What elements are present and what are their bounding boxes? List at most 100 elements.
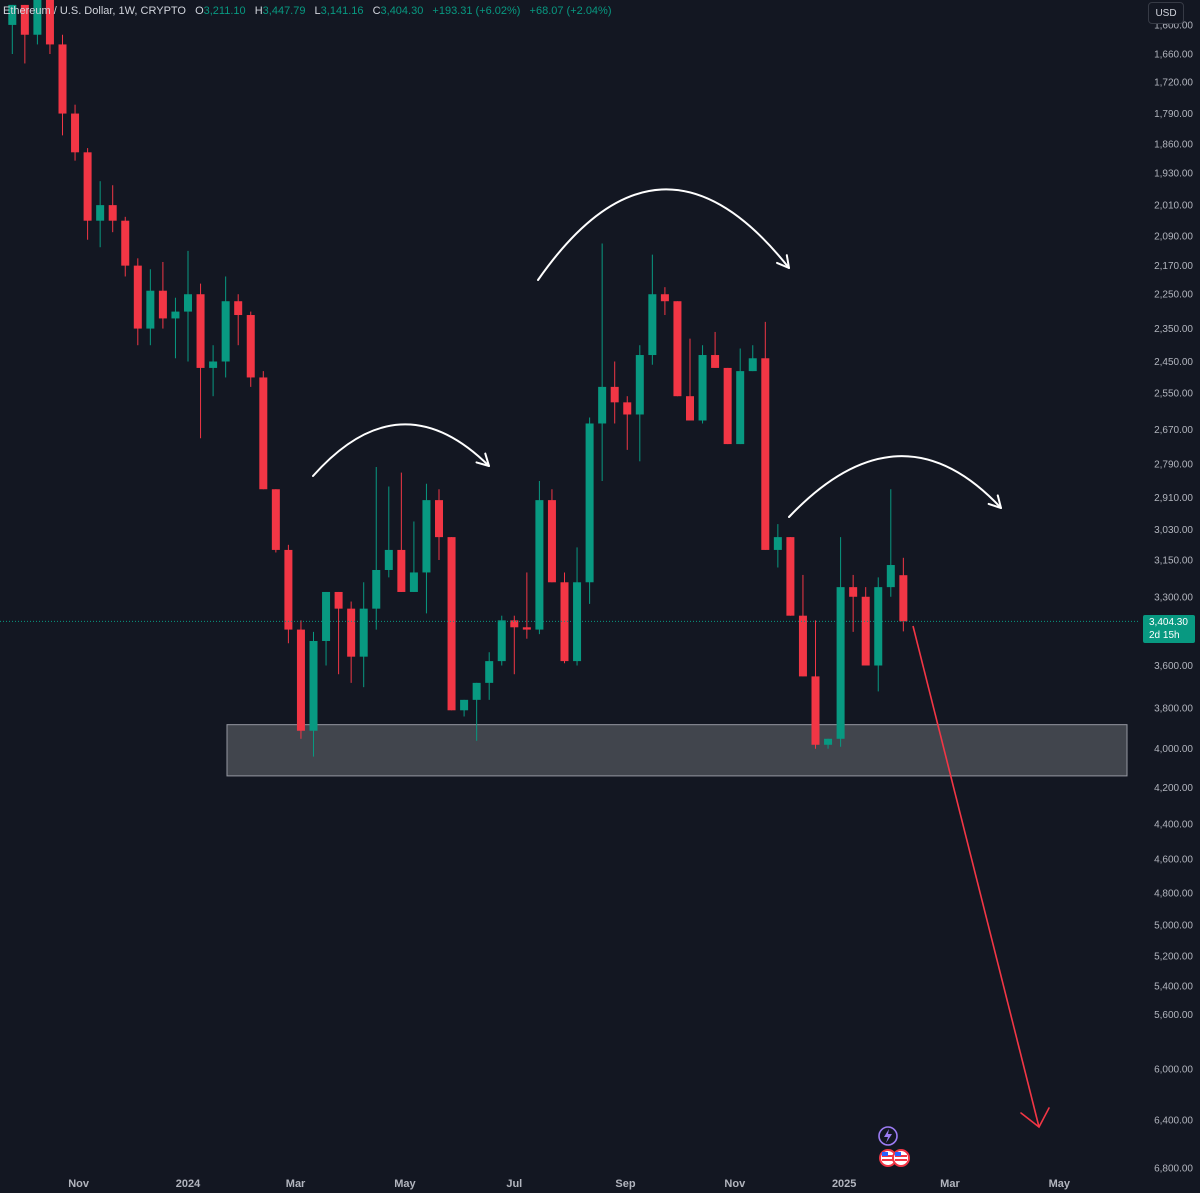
price-tick-label: 3,600.00 <box>1154 661 1193 672</box>
candle-body <box>271 489 280 550</box>
candle <box>849 574 858 632</box>
support-zone <box>226 724 1128 777</box>
candle <box>234 294 243 346</box>
candle <box>522 572 531 639</box>
candle <box>761 321 770 550</box>
candle-body <box>221 301 230 362</box>
candle-body <box>422 500 431 573</box>
candle <box>773 524 782 568</box>
candle <box>184 250 192 362</box>
last-price-tag: 3,404.30 2d 15h <box>1143 615 1195 643</box>
time-tick-label: Nov <box>68 1178 90 1190</box>
candle <box>497 615 506 666</box>
candle-body <box>648 294 657 356</box>
currency-button[interactable]: USD <box>1148 2 1184 24</box>
right-shoulder-arrow <box>788 455 1002 518</box>
candle <box>309 631 318 757</box>
change-value: +193.31 (+6.02%) <box>432 5 521 17</box>
candle <box>723 367 732 445</box>
price-tick-label: 4,600.00 <box>1154 855 1193 866</box>
candle-body <box>71 113 80 153</box>
candle-body <box>8 4 17 25</box>
candle <box>711 331 720 368</box>
candle-body <box>384 549 393 570</box>
candle-body <box>761 358 770 550</box>
price-tick-label: 2,670.00 <box>1154 425 1193 436</box>
bar-countdown: 2d 15h <box>1149 630 1180 641</box>
candle <box>798 574 807 677</box>
price-tick-label: 2,250.00 <box>1154 290 1193 301</box>
candle <box>359 582 368 688</box>
candle <box>648 254 657 365</box>
candle <box>748 345 757 372</box>
price-tick-label: 3,800.00 <box>1154 704 1193 715</box>
candle-body <box>284 549 293 630</box>
price-tick-label: 3,150.00 <box>1154 556 1193 567</box>
candle-body <box>798 615 807 677</box>
time-tick-label: May <box>394 1178 416 1190</box>
lightning-icon[interactable] <box>877 1125 899 1147</box>
candle-body <box>874 587 883 666</box>
price-tick-label: 6,400.00 <box>1154 1116 1193 1127</box>
low-value: 3,141.16 <box>320 5 364 17</box>
candle-body <box>598 386 607 424</box>
candle <box>45 0 54 54</box>
price-axis-bg <box>1140 0 1200 1193</box>
time-tick-label: Nov <box>724 1178 746 1190</box>
candle <box>71 104 80 161</box>
candle-body <box>20 4 29 35</box>
candle-body <box>460 699 469 711</box>
candle-body <box>736 371 745 445</box>
price-tick-label: 1,720.00 <box>1154 78 1193 89</box>
head-arrow-curve <box>537 188 790 281</box>
candle-body <box>334 591 343 609</box>
candle-body <box>824 738 833 745</box>
price-tick-label: 5,400.00 <box>1154 981 1193 992</box>
candle <box>824 738 833 749</box>
price-tick-label: 2,550.00 <box>1154 389 1193 400</box>
open-label: O <box>195 5 204 17</box>
candle-body <box>623 402 632 415</box>
candle <box>259 371 268 490</box>
candle <box>209 345 218 397</box>
candle <box>296 620 305 739</box>
price-tick-label: 4,000.00 <box>1154 744 1193 755</box>
change-secondary-value: +68.07 (+2.04%) <box>529 5 612 17</box>
open-value: 3,211.10 <box>203 5 246 17</box>
candle <box>560 572 569 664</box>
candle-body <box>435 500 443 538</box>
candle-body <box>573 582 582 662</box>
candle-body <box>786 537 795 616</box>
candle-body <box>133 265 142 329</box>
candle <box>460 699 469 717</box>
candle <box>397 472 406 592</box>
candle-body <box>723 367 732 445</box>
price-axis[interactable]: 1,600.00 1,660.00 1,720.00 1,790.00 1,860.00… <box>1140 0 1200 1193</box>
candle <box>811 620 820 749</box>
candle-body <box>886 565 895 588</box>
candle-body <box>698 355 707 421</box>
candle <box>422 483 431 614</box>
candle-body <box>585 423 594 583</box>
candle-body <box>535 500 544 630</box>
projection-arrow <box>912 625 1050 1129</box>
us-flag-icon[interactable] <box>878 1148 912 1168</box>
candle-body <box>686 396 694 421</box>
candle-body <box>635 355 644 415</box>
support-zone-layer <box>226 724 1128 777</box>
candle <box>836 537 845 747</box>
price-tick-label: 1,600.00 <box>1154 20 1193 31</box>
head-arrow <box>537 188 790 281</box>
candle-body <box>209 361 218 368</box>
candle <box>20 4 29 64</box>
candle <box>284 544 293 644</box>
time-axis[interactable]: Nov 2024 Mar May Jul Sep Nov 2025 Mar May <box>68 1178 1071 1190</box>
candle <box>447 537 456 711</box>
time-tick-label: May <box>1049 1178 1071 1190</box>
candle-body <box>673 301 682 397</box>
candle-body <box>447 537 456 711</box>
candle-body <box>322 591 331 641</box>
candle <box>573 547 582 666</box>
candle <box>736 348 745 445</box>
